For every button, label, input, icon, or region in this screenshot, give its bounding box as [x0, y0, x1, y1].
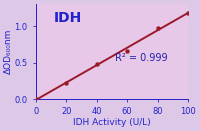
X-axis label: IDH Activity (U/L): IDH Activity (U/L)	[73, 118, 151, 127]
Text: IDH: IDH	[54, 11, 82, 25]
Y-axis label: ΔOD₆₀₀nm: ΔOD₆₀₀nm	[4, 29, 13, 74]
Text: R² = 0.999: R² = 0.999	[115, 53, 168, 63]
